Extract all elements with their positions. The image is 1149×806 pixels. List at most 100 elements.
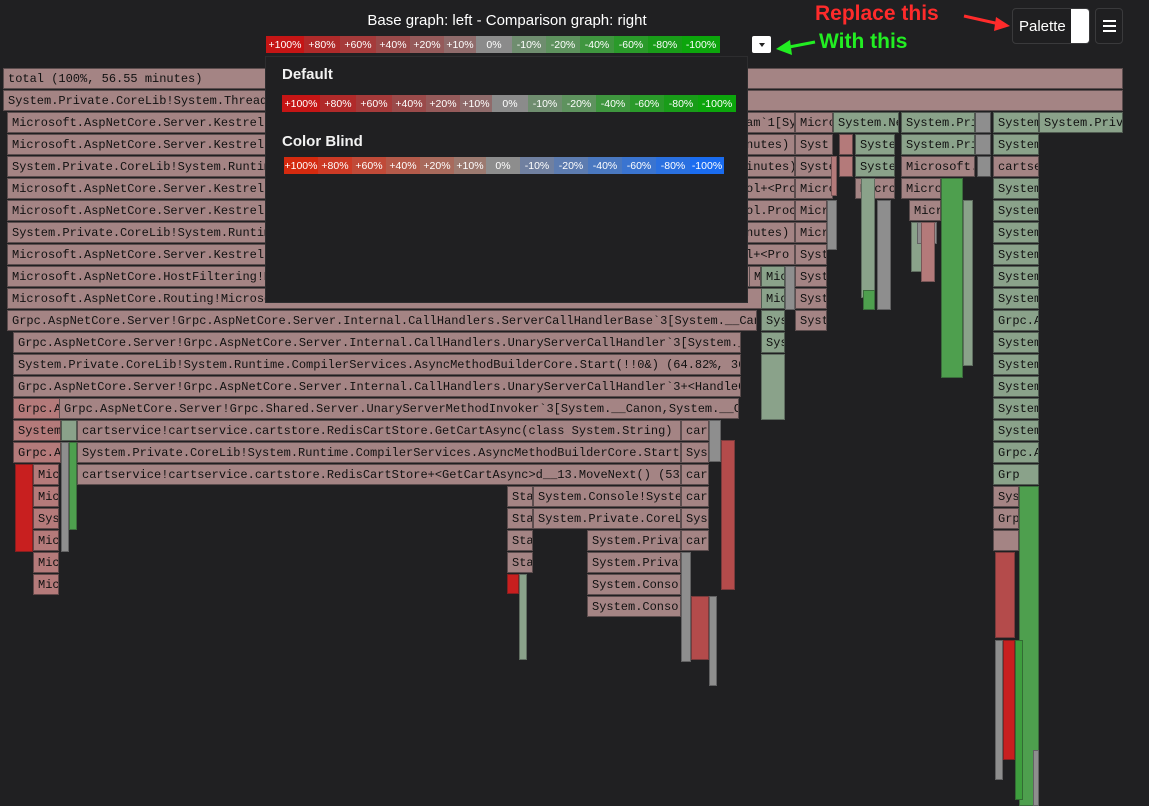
palette-option-colorblind-legend[interactable]: +100% +80% +60% +40% +20% +10% 0% -10% -20% -40% -…	[284, 157, 724, 174]
flame-bar[interactable]	[941, 178, 963, 378]
flame-bar[interactable]	[507, 574, 519, 594]
flame-frame[interactable]: Syste	[855, 156, 895, 177]
flame-frame[interactable]: System.Ne	[833, 112, 899, 133]
flame-frame[interactable]: Sta	[507, 486, 533, 507]
flame-frame[interactable]: System.Consol	[587, 596, 681, 617]
flame-bar[interactable]	[519, 574, 527, 660]
flame-frame[interactable]	[975, 134, 991, 155]
flame-frame[interactable]: Micr	[909, 200, 941, 221]
flame-frame[interactable]: System	[993, 178, 1039, 199]
flame-frame[interactable]: Mic	[33, 552, 59, 573]
palette-button[interactable]: Palette	[1012, 8, 1090, 44]
flame-frame[interactable]: am`1[Sy	[741, 112, 795, 133]
palette-option-default-legend[interactable]: +100% +80% +60% +40% +20% +10% 0% -10% -20% -40% -…	[282, 95, 736, 112]
flame-frame[interactable]: nutes)	[741, 134, 795, 155]
flame-bar[interactable]	[995, 640, 1003, 780]
flame-frame[interactable]: l+<Pro	[741, 244, 795, 265]
flame-frame[interactable]: System.Console!System	[533, 486, 681, 507]
flame-bar[interactable]	[827, 200, 837, 250]
flame-frame[interactable]: Syst	[681, 508, 709, 529]
flame-frame[interactable]	[993, 530, 1019, 551]
flame-frame[interactable]: Grpc.A	[13, 398, 61, 419]
flame-bar[interactable]	[721, 440, 735, 590]
flame-frame[interactable]: Syst	[681, 442, 709, 463]
flame-frame[interactable]: inutes)	[741, 156, 795, 177]
flame-frame[interactable]: System	[993, 200, 1039, 221]
flame-bar[interactable]	[691, 596, 709, 660]
flame-frame[interactable]: Mic	[33, 464, 59, 485]
flame-bar[interactable]	[69, 442, 77, 530]
flame-bar[interactable]	[785, 266, 795, 310]
flame-frame[interactable]: System	[993, 244, 1039, 265]
flame-frame[interactable]: System	[993, 398, 1039, 419]
flame-frame[interactable]: Sta	[507, 530, 533, 551]
flame-bar[interactable]	[863, 290, 875, 310]
flame-frame[interactable]: System	[993, 332, 1039, 353]
flame-frame[interactable]: cart	[681, 464, 709, 485]
flame-frame[interactable]: Syste	[795, 156, 833, 177]
flame-frame[interactable]: System.Private.CoreLi	[533, 508, 681, 529]
flame-frame[interactable]: System	[993, 266, 1039, 287]
flame-frame[interactable]: Micr	[795, 200, 827, 221]
flame-frame[interactable]	[839, 134, 853, 155]
flame-bar[interactable]	[15, 464, 33, 552]
flame-frame[interactable]: Micro	[795, 178, 833, 199]
flame-frame[interactable]: Syst	[795, 266, 827, 287]
flame-frame[interactable]: Grpc.A	[993, 442, 1039, 463]
flame-frame[interactable]: System	[993, 134, 1039, 155]
flame-frame[interactable]: Sys	[993, 486, 1019, 507]
flame-frame[interactable]: Grpc.A	[13, 442, 61, 463]
flame-bar[interactable]	[709, 420, 721, 462]
flame-frame[interactable]: Grpc.AspNetCore.Server!Grpc.AspNetCore.S…	[7, 310, 757, 331]
flame-frame[interactable]: ol.Proc	[741, 200, 795, 221]
flame-frame[interactable]: Micr	[795, 222, 827, 243]
flame-frame[interactable]: System	[993, 376, 1039, 397]
flame-bar[interactable]	[709, 596, 717, 686]
flame-frame[interactable]: System.Consol	[587, 574, 681, 595]
flame-bar[interactable]	[831, 156, 837, 196]
flame-frame[interactable]: Syst	[795, 288, 827, 309]
flame-bar[interactable]	[995, 552, 1015, 638]
flame-bar[interactable]	[61, 442, 69, 552]
flame-frame[interactable]: cart	[681, 486, 709, 507]
flame-bar[interactable]	[921, 222, 935, 282]
flame-frame[interactable]	[839, 156, 853, 177]
flame-frame[interactable]: Micro	[795, 112, 833, 133]
menu-button[interactable]	[1095, 8, 1123, 44]
flame-frame[interactable]: Sys	[761, 310, 785, 331]
flame-frame[interactable]: Micro	[901, 178, 941, 199]
flame-frame[interactable]	[61, 420, 77, 441]
flame-frame[interactable]: cart	[681, 420, 709, 441]
flame-frame[interactable]: Grp	[993, 508, 1019, 529]
flame-frame[interactable]: Sys	[33, 508, 59, 529]
flame-frame[interactable]: System	[993, 354, 1039, 375]
flame-frame[interactable]: System.Priva	[1039, 112, 1123, 133]
flame-frame[interactable]: Mic	[33, 486, 59, 507]
flame-frame[interactable]: System	[993, 288, 1039, 309]
flame-frame[interactable]: cartservice!cartservice.cartstore.RedisC…	[77, 464, 681, 485]
flame-frame[interactable]: System.Pri	[901, 134, 975, 155]
flame-frame[interactable]: System.Private.CoreLib!System.Runtime.Co…	[77, 442, 681, 463]
flame-frame[interactable]: System	[993, 420, 1039, 441]
flame-frame[interactable]: System	[993, 222, 1039, 243]
flame-frame[interactable]: Grpc.AspNetCore.Server!Grpc.AspNetCore.S…	[13, 332, 741, 353]
flame-bar[interactable]	[1015, 640, 1023, 800]
flame-frame[interactable]	[975, 112, 991, 133]
flame-frame[interactable]: System.Privat	[587, 552, 681, 573]
flame-frame[interactable]: Mic	[761, 266, 785, 287]
flame-frame[interactable]: Mic	[33, 530, 59, 551]
flame-bar[interactable]	[877, 200, 891, 310]
flame-frame[interactable]: Syste	[855, 134, 895, 155]
flame-frame[interactable]: Mic	[33, 574, 59, 595]
flame-frame[interactable]: System	[13, 420, 61, 441]
flame-frame[interactable]: Grpc.AspNetCore.Server!Grpc.AspNetCore.S…	[13, 376, 741, 397]
palette-dropdown-toggle[interactable]	[752, 36, 771, 53]
flame-frame[interactable]: Sta	[507, 508, 533, 529]
flame-frame[interactable]: cartservice!cartservice.cartstore.RedisC…	[77, 420, 681, 441]
flame-frame[interactable]: Syst	[795, 244, 827, 265]
flame-frame[interactable]: Grp	[993, 464, 1039, 485]
flame-bar[interactable]	[761, 354, 785, 420]
flame-bar[interactable]	[1003, 640, 1015, 760]
flame-frame[interactable]: System	[993, 112, 1039, 133]
flame-bar[interactable]	[963, 200, 973, 366]
